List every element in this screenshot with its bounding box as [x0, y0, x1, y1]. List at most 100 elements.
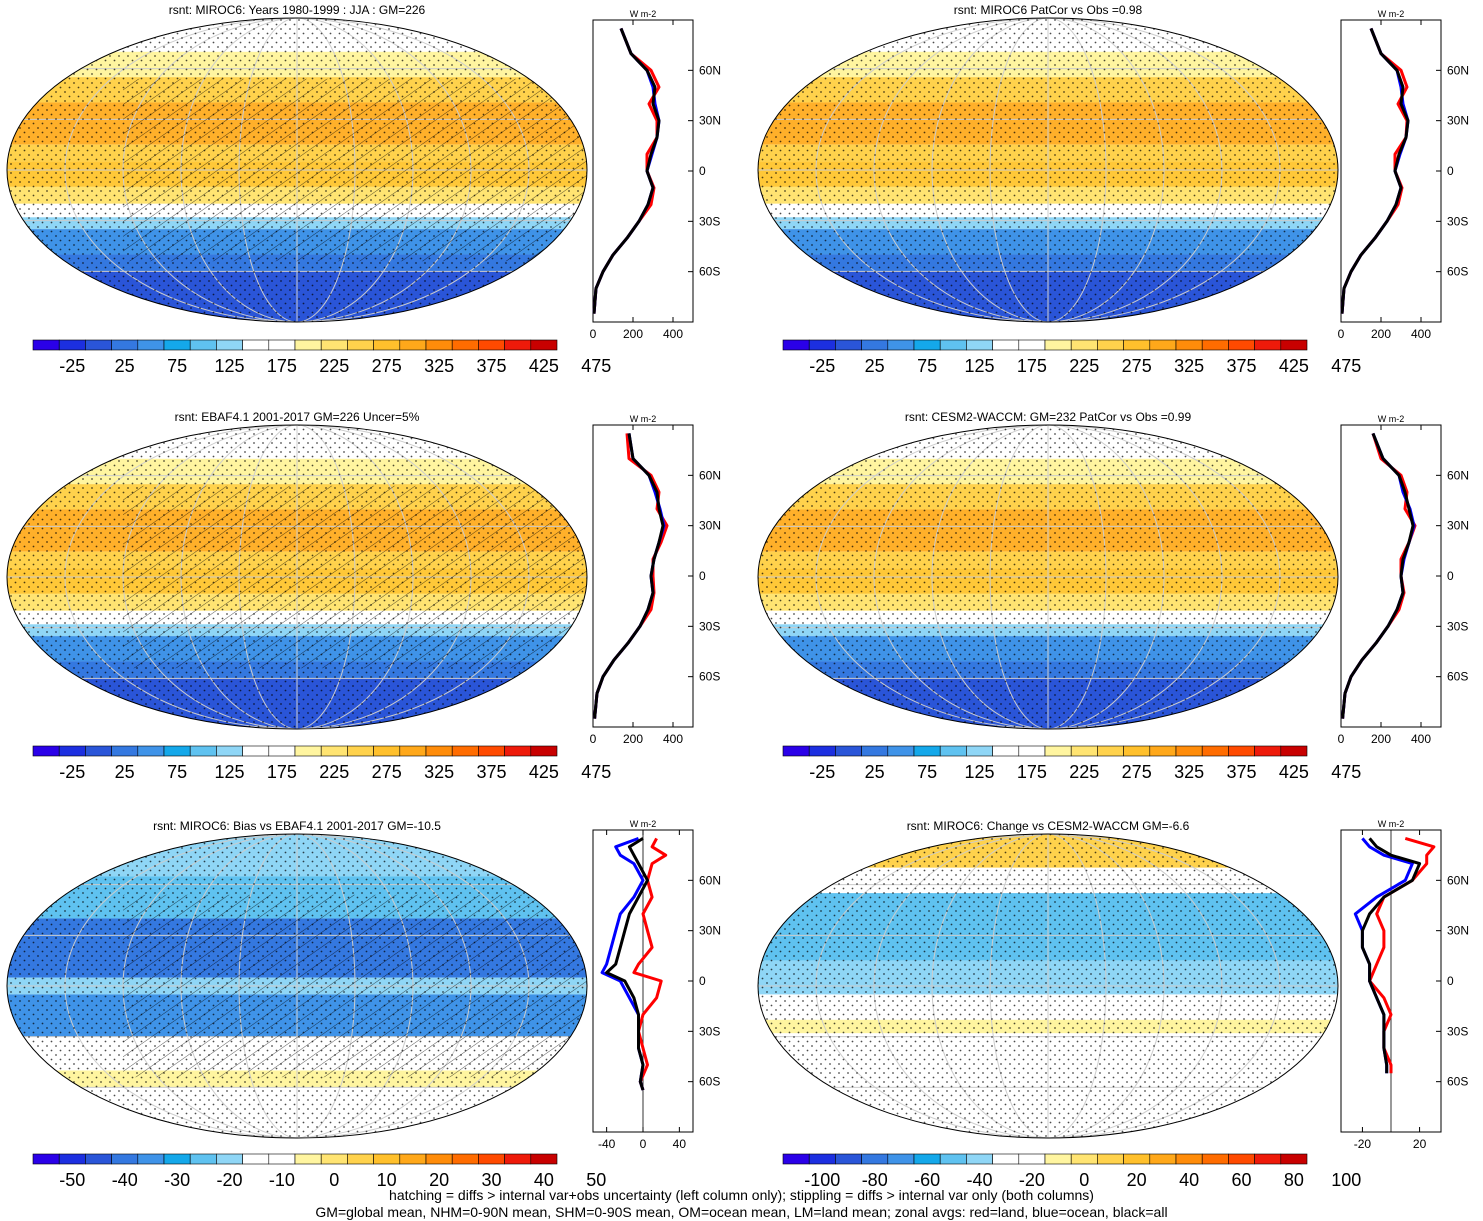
map-field: [758, 425, 1338, 729]
panel-title: rsnt: MIROC6: Years 1980-1999 : JJA : GM…: [169, 3, 426, 17]
zonal-line-all: [1341, 432, 1415, 719]
colorbar-swatch: [835, 339, 862, 351]
colorbar-swatch: [1228, 1153, 1255, 1165]
hatching-overlay: [123, 78, 587, 262]
colorbar-swatch: [1201, 1153, 1229, 1165]
colorbar-swatch: [137, 339, 165, 351]
colorbar-swatch: [85, 1153, 112, 1165]
colorbar-swatch: [294, 745, 322, 757]
zonal-ytick-label: 30N: [699, 519, 721, 533]
zonal-ytick-label: 30S: [1447, 619, 1468, 633]
zonal-axes: [1340, 424, 1442, 728]
zonal-unit-label: W m-2: [1378, 9, 1405, 19]
zonal-ytick-label: 0: [699, 974, 706, 988]
colorbar-swatch: [808, 1153, 836, 1165]
colorbar-swatch: [32, 745, 60, 757]
colorbar-swatch: [399, 339, 427, 351]
colorbar-swatch: [58, 339, 86, 351]
colorbar-swatch: [1044, 745, 1072, 757]
zonal-xtick-label: 400: [663, 327, 683, 341]
colorbar-label: 375: [476, 356, 506, 376]
colorbar-label: 20: [429, 1170, 449, 1190]
colorbar-swatch: [163, 339, 191, 351]
colorbar-label: 25: [865, 762, 885, 782]
colorbar-swatch: [1201, 745, 1229, 757]
colorbar-swatch: [1097, 1153, 1124, 1165]
colorbar-swatch: [216, 745, 243, 757]
stippling-overlay: [758, 18, 1338, 322]
colorbar-label: 325: [424, 356, 454, 376]
zonal-xtick-label: -40: [598, 1137, 616, 1151]
colorbar-swatch: [425, 745, 453, 757]
colorbar-swatch: [992, 339, 1020, 351]
colorbar-swatch: [1149, 1153, 1177, 1165]
colorbar-label: 75: [167, 356, 187, 376]
zonal-line-all: [605, 837, 649, 1091]
zonal-ytick-label: 0: [1447, 164, 1454, 178]
colorbar-swatch: [1123, 745, 1151, 757]
colorbar-swatch: [242, 745, 270, 757]
colorbar-swatch: [216, 339, 243, 351]
colorbar-label: -25: [59, 356, 85, 376]
map-field: [758, 834, 1338, 1138]
zonal-ytick-label: 60S: [699, 670, 720, 684]
zonal-xtick-label: 0: [1338, 327, 1345, 341]
zonal-ytick-label: 30N: [699, 924, 721, 938]
colorbar-label: 25: [865, 356, 885, 376]
colorbar-label: 475: [581, 762, 611, 782]
zonal-xtick-label: 0: [590, 327, 597, 341]
colorbar-swatch: [835, 745, 862, 757]
map-border: [757, 424, 1339, 730]
colorbar-swatch: [399, 1153, 427, 1165]
colorbar-label: -10: [269, 1170, 295, 1190]
colorbar-label: 175: [1017, 762, 1047, 782]
colorbar-swatch: [1280, 1153, 1308, 1165]
colorbar-swatch: [1201, 339, 1229, 351]
colorbar-swatch: [913, 1153, 941, 1165]
zonal-ytick-label: 30S: [699, 1024, 720, 1038]
zonal-ytick-label: 60S: [1447, 265, 1468, 279]
zonal-ytick-label: 30N: [1447, 114, 1469, 128]
colorbar-label: 25: [115, 762, 135, 782]
colorbar-label: 225: [319, 762, 349, 782]
zonal-xtick-label: 0: [590, 732, 597, 746]
colorbar-swatch: [1228, 745, 1255, 757]
colorbar-swatch: [347, 339, 374, 351]
colorbar-swatch: [320, 1153, 348, 1165]
colorbar-swatch: [1044, 1153, 1072, 1165]
colorbar-swatch: [478, 745, 505, 757]
colorbar-label: -25: [809, 356, 835, 376]
colorbar-swatch: [782, 339, 810, 351]
colorbar-label: 30: [481, 1170, 501, 1190]
panel-4: rsnt: CESM2-WACCM: GM=232 PatCor vs Obs …: [757, 410, 1469, 782]
colorbar-swatch: [1123, 339, 1151, 351]
colorbar-label: 275: [372, 762, 402, 782]
panel-title: rsnt: MIROC6: Change vs CESM2-WACCM GM=-…: [907, 819, 1190, 833]
colorbar-swatch: [478, 1153, 505, 1165]
colorbar-label: 425: [1279, 356, 1309, 376]
colorbar-label: -25: [59, 762, 85, 782]
colorbar-label: 275: [372, 356, 402, 376]
zonal-ytick-label: 0: [699, 164, 706, 178]
colorbar-label: -20: [216, 1170, 242, 1190]
panel-2: rsnt: MIROC6 PatCor vs Obs =0.98 -25 25 75 1…: [757, 3, 1469, 376]
footnote-line-2: GM=global mean, NHM=0-90N mean, SHM=0-90…: [315, 1204, 1168, 1220]
zonal-xtick-label: 0: [1338, 732, 1345, 746]
map-field: [7, 18, 587, 322]
colorbar-label: -25: [809, 762, 835, 782]
colorbar-label: 60: [1231, 1170, 1251, 1190]
map-border: [757, 17, 1339, 323]
colorbar-label: 0: [1079, 1170, 1089, 1190]
hatching-overlay: [123, 894, 587, 1078]
map-border: [6, 424, 588, 730]
zonal-ytick-label: 60N: [699, 873, 721, 887]
colorbar-swatch: [451, 1153, 479, 1165]
colorbar-label: 80: [1284, 1170, 1304, 1190]
colorbar-swatch: [373, 1153, 401, 1165]
colorbar-label: -20: [1019, 1170, 1045, 1190]
zonal-ytick-label: 60N: [1447, 468, 1469, 482]
colorbar-swatch: [808, 745, 836, 757]
map-field: [758, 18, 1338, 322]
colorbar-swatch: [1175, 339, 1203, 351]
